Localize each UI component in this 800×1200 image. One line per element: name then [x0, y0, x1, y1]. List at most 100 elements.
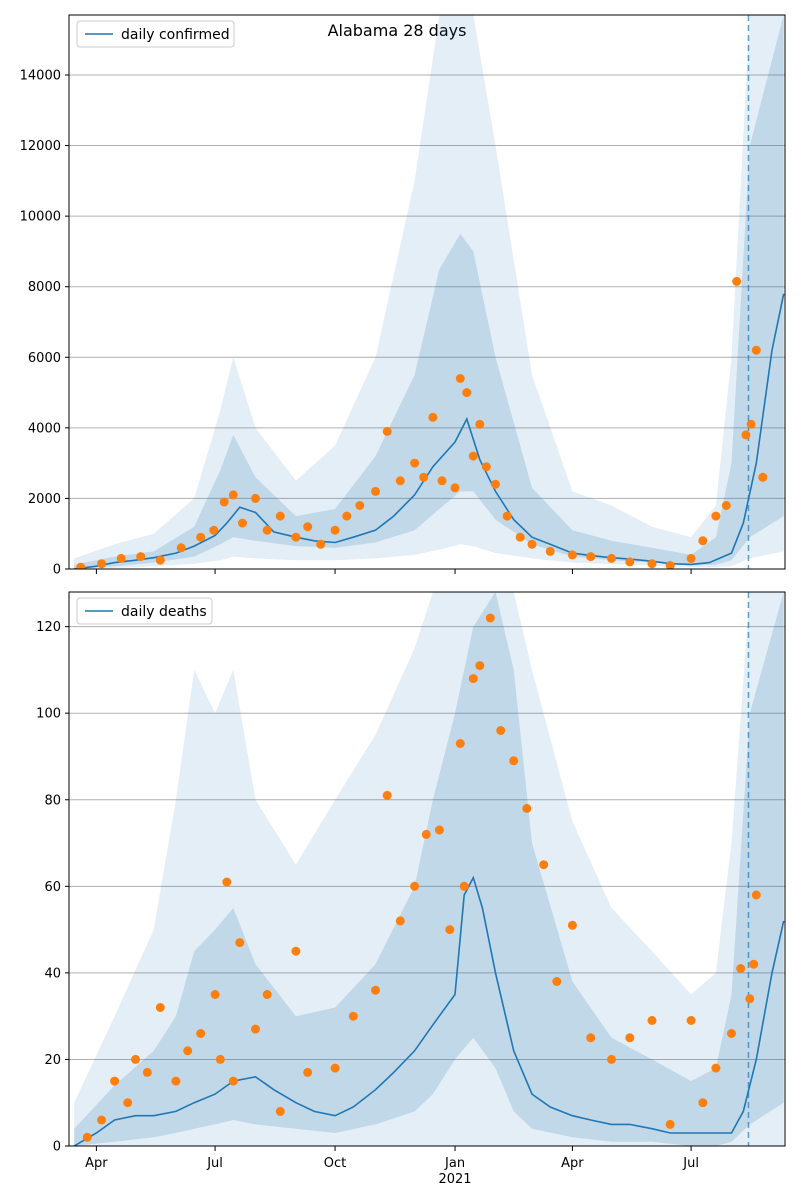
observed-point	[758, 472, 768, 482]
observed-point	[586, 1033, 596, 1043]
y-tick-label: 2000	[28, 492, 61, 507]
observed-point	[131, 1054, 140, 1064]
observed-point	[749, 959, 759, 969]
y-tick-label: 12000	[20, 139, 61, 154]
observed-point	[445, 925, 455, 935]
observed-point	[76, 562, 86, 569]
observed-point	[330, 1063, 340, 1073]
legend-box	[76, 597, 213, 625]
observed-point	[316, 539, 326, 549]
observed-point	[155, 1003, 165, 1012]
observed-point	[348, 1011, 358, 1021]
observed-point	[235, 938, 245, 948]
legend-label: daily confirmed	[121, 27, 230, 43]
observed-point	[238, 518, 247, 528]
observed-point	[382, 790, 392, 800]
observed-point	[219, 497, 229, 507]
y-tick-label: 10000	[20, 210, 61, 225]
observed-point	[698, 536, 708, 546]
observed-point	[116, 553, 126, 563]
x-year-label: 2021	[438, 1172, 471, 1187]
observed-point	[545, 546, 555, 556]
y-tick-label: 0	[53, 1140, 61, 1155]
observed-point	[419, 472, 429, 482]
observed-point	[123, 1098, 133, 1108]
observed-point	[421, 829, 431, 839]
y-tick-label: 8000	[28, 280, 61, 295]
observed-point	[455, 739, 465, 748]
band-outer	[74, 592, 784, 1146]
observed-point	[291, 532, 301, 542]
plot-area	[73, 592, 785, 1146]
observed-point	[428, 412, 438, 422]
band-inner	[74, 592, 784, 1146]
observed-point	[485, 613, 495, 623]
observed-point	[751, 890, 761, 900]
observed-point	[468, 451, 478, 461]
observed-point	[330, 525, 340, 535]
x-tick-label: Apr	[85, 1156, 108, 1171]
legend-label: daily deaths	[121, 604, 207, 620]
observed-point	[711, 511, 721, 521]
observed-point	[382, 426, 392, 436]
observed-point	[686, 553, 696, 563]
observed-point	[665, 561, 675, 569]
confirmed-chart: 0 2000 4000 6000 8000 10000 12000 14000 daily co…	[20, 14, 786, 578]
band-inner	[74, 15, 784, 569]
y-tick-label: 40	[44, 966, 61, 981]
observed-point	[455, 374, 465, 383]
observed-point	[82, 1132, 92, 1142]
observed-point	[727, 1029, 736, 1038]
observed-point	[97, 1115, 107, 1125]
observed-point	[251, 1024, 260, 1034]
observed-point	[303, 1067, 313, 1077]
observed-point	[410, 881, 420, 891]
y-tick-label: 6000	[28, 351, 61, 366]
y-tick-label: 20	[44, 1053, 61, 1068]
x-tick-label: Jul	[206, 1156, 223, 1171]
series-line-median	[73, 875, 785, 1146]
observed-point	[110, 1076, 120, 1086]
observed-point	[607, 553, 616, 563]
x-tick-label: Jan	[444, 1156, 465, 1171]
observed-point	[647, 1016, 657, 1025]
observed-point	[522, 803, 532, 813]
observed-point	[395, 476, 405, 486]
observed-point	[450, 483, 460, 493]
observed-point	[275, 1106, 285, 1116]
observed-point	[509, 756, 519, 766]
y-tick-label: 0	[53, 563, 61, 578]
observed-point	[625, 1033, 635, 1043]
observed-point	[732, 276, 742, 286]
y-tick-label: 4000	[28, 421, 61, 436]
y-tick-label: 120	[36, 620, 61, 635]
observed-point	[228, 1076, 238, 1086]
observed-point	[196, 532, 206, 542]
observed-point	[155, 555, 165, 565]
observed-point	[142, 1067, 152, 1077]
y-tick-label: 100	[36, 707, 61, 722]
observed-point	[183, 1046, 193, 1056]
observed-point	[303, 522, 313, 532]
observed-point	[721, 501, 731, 510]
observed-point	[607, 1054, 616, 1064]
observed-point	[686, 1016, 696, 1025]
observed-point	[481, 462, 491, 472]
x-tick-label: Jul	[682, 1156, 699, 1171]
observed-point	[462, 388, 472, 398]
observed-point	[736, 964, 746, 973]
observed-point	[434, 825, 444, 835]
observed-point	[741, 430, 751, 440]
y-tick-label: 14000	[20, 68, 61, 83]
axes-frame	[68, 14, 786, 570]
observed-point	[527, 539, 537, 549]
observed-point	[215, 1054, 225, 1064]
observed-point	[468, 674, 478, 684]
observed-point	[746, 419, 756, 429]
observed-point	[196, 1029, 206, 1038]
observed-point	[745, 994, 755, 1004]
observed-point	[222, 877, 232, 887]
plot-area	[74, 15, 785, 569]
observed-point	[698, 1098, 708, 1108]
